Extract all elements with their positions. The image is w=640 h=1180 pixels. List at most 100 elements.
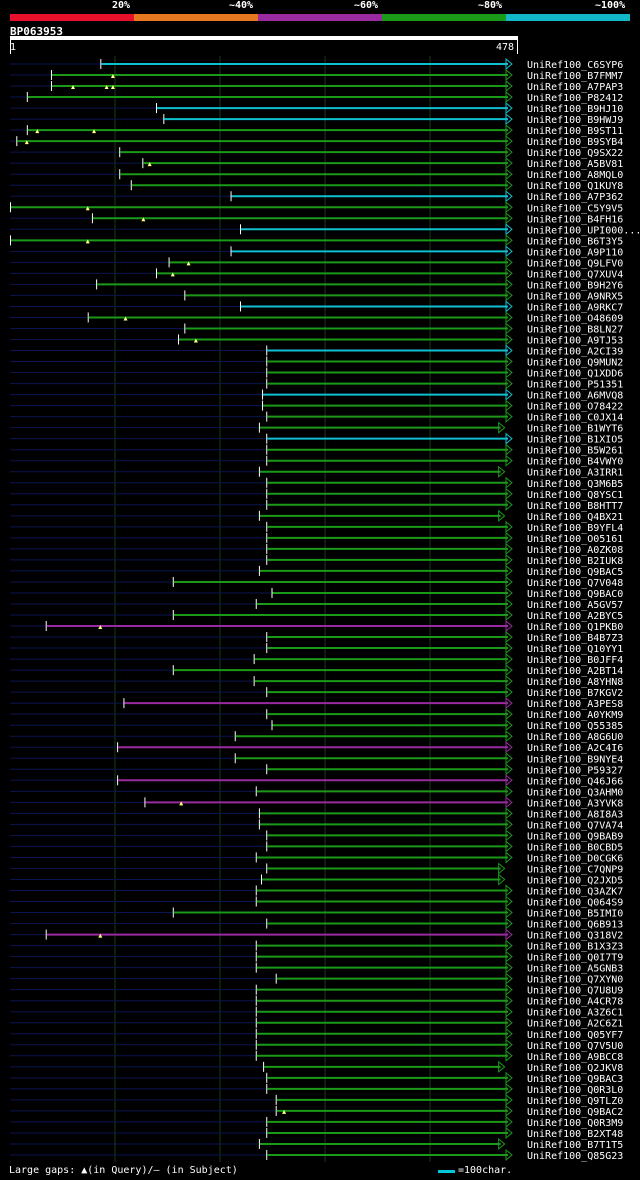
hit-label[interactable]: UniRef100_B7T1T5 xyxy=(527,1140,623,1151)
hit-label[interactable]: UniRef100_A0YKM9 xyxy=(527,710,623,721)
hit-label[interactable]: UniRef100_Q10YY1 xyxy=(527,644,623,655)
hit-label[interactable]: UniRef100_B8HTT7 xyxy=(527,501,623,512)
hit-label[interactable]: UniRef100_A2C4I6 xyxy=(527,743,623,754)
hit-label[interactable]: UniRef100_P59327 xyxy=(527,765,623,776)
hit-label[interactable]: UniRef100_Q7XUV4 xyxy=(527,269,623,280)
hit-label[interactable]: UniRef100_A5BV81 xyxy=(527,159,623,170)
hit-label[interactable]: UniRef100_C5Y9V5 xyxy=(527,203,623,214)
hit-label[interactable]: UniRef100_A9NRX5 xyxy=(527,291,623,302)
hit-label[interactable]: UniRef100_B4B7Z3 xyxy=(527,633,623,644)
hit-label[interactable]: UniRef100_Q3M6B5 xyxy=(527,479,623,490)
hit-label[interactable]: UniRef100_UPI000... xyxy=(527,225,640,236)
hit-label[interactable]: UniRef100_A2CI39 xyxy=(527,347,623,358)
hit-label[interactable]: UniRef100_O48609 xyxy=(527,313,623,324)
hit-label[interactable]: UniRef100_C7QNP9 xyxy=(527,864,623,875)
hit-label[interactable]: UniRef100_Q9MUN2 xyxy=(527,358,623,369)
hit-label[interactable]: UniRef100_C0JX14 xyxy=(527,413,623,424)
hit-label[interactable]: UniRef100_Q2JKV8 xyxy=(527,1063,623,1074)
hit-label[interactable]: UniRef100_B2XT48 xyxy=(527,1129,623,1140)
hit-label[interactable]: UniRef100_A3PES8 xyxy=(527,699,623,710)
hit-label[interactable]: UniRef100_Q1PKB0 xyxy=(527,622,623,633)
hit-label[interactable]: UniRef100_Q7V048 xyxy=(527,578,623,589)
hit-label[interactable]: UniRef100_B4VWY0 xyxy=(527,457,623,468)
hit-label[interactable]: UniRef100_Q064S9 xyxy=(527,898,623,909)
hit-label[interactable]: UniRef100_C6SYP6 xyxy=(527,60,623,71)
hit-label[interactable]: UniRef100_B5W261 xyxy=(527,446,623,457)
hit-label[interactable]: UniRef100_A0ZK08 xyxy=(527,545,623,556)
hit-label[interactable]: UniRef100_B7FMM7 xyxy=(527,71,623,82)
hit-label[interactable]: UniRef100_Q0R3M9 xyxy=(527,1118,623,1129)
hit-label[interactable]: UniRef100_D0CGK6 xyxy=(527,853,623,864)
hit-label[interactable]: UniRef100_Q7VA74 xyxy=(527,820,623,831)
hit-label[interactable]: UniRef100_Q6B913 xyxy=(527,920,623,931)
hit-label[interactable]: UniRef100_A9BCC8 xyxy=(527,1052,623,1063)
hit-label[interactable]: UniRef100_Q2JXD5 xyxy=(527,875,623,886)
hit-label[interactable]: UniRef100_Q9BAC2 xyxy=(527,1107,623,1118)
hit-label[interactable]: UniRef100_B9HWJ9 xyxy=(527,115,623,126)
hit-label[interactable]: UniRef100_A8YHN8 xyxy=(527,677,623,688)
hit-label[interactable]: UniRef100_P82412 xyxy=(527,93,623,104)
hit-label[interactable]: UniRef100_Q8YSC1 xyxy=(527,490,623,501)
hit-label[interactable]: UniRef100_Q3AHM0 xyxy=(527,787,623,798)
hit-label[interactable]: UniRef100_Q0I7T9 xyxy=(527,953,623,964)
hit-label[interactable]: UniRef100_A7PAP3 xyxy=(527,82,623,93)
hit-label[interactable]: UniRef100_O05161 xyxy=(527,534,623,545)
hit-label[interactable]: UniRef100_Q9BAC0 xyxy=(527,589,623,600)
hit-label[interactable]: UniRef100_B5IMI0 xyxy=(527,909,623,920)
hit-label[interactable]: UniRef100_Q0R3L0 xyxy=(527,1085,623,1096)
hit-label[interactable]: UniRef100_B1WYT6 xyxy=(527,424,623,435)
hit-label[interactable]: UniRef100_B9NYE4 xyxy=(527,754,623,765)
hit-label[interactable]: UniRef100_A9TJ53 xyxy=(527,336,623,347)
hit-label[interactable]: UniRef100_Q46J66 xyxy=(527,776,623,787)
hit-label[interactable]: UniRef100_B0CBD5 xyxy=(527,842,623,853)
hit-label[interactable]: UniRef100_Q9BAB9 xyxy=(527,831,623,842)
hit-label[interactable]: UniRef100_B9HJ10 xyxy=(527,104,623,115)
hit-label[interactable]: UniRef100_Q7U8U9 xyxy=(527,986,623,997)
hit-label[interactable]: UniRef100_Q9TLZ0 xyxy=(527,1096,623,1107)
hit-label[interactable]: UniRef100_Q9BAC3 xyxy=(527,1074,623,1085)
hit-label[interactable]: UniRef100_Q7XYN0 xyxy=(527,975,623,986)
hit-label[interactable]: UniRef100_Q9LFV0 xyxy=(527,258,623,269)
hit-label[interactable]: UniRef100_Q7V5U0 xyxy=(527,1041,623,1052)
hit-label[interactable]: UniRef100_Q318V2 xyxy=(527,931,623,942)
hit-label[interactable]: UniRef100_A9RKC7 xyxy=(527,302,623,313)
hit-label[interactable]: UniRef100_A3IRR1 xyxy=(527,468,623,479)
hit-label[interactable]: UniRef100_A3YVK8 xyxy=(527,798,623,809)
hit-label[interactable]: UniRef100_A3Z6C1 xyxy=(527,1008,623,1019)
hit-label[interactable]: UniRef100_Q1XDD6 xyxy=(527,369,623,380)
hit-label[interactable]: UniRef100_Q4BX21 xyxy=(527,512,623,523)
hit-label[interactable]: UniRef100_B9ST11 xyxy=(527,126,623,137)
hit-label[interactable]: UniRef100_Q9BAC5 xyxy=(527,567,623,578)
hit-label[interactable]: UniRef100_B9YFL4 xyxy=(527,523,623,534)
hit-label[interactable]: UniRef100_A9P110 xyxy=(527,247,623,258)
hit-label[interactable]: UniRef100_A5GV57 xyxy=(527,600,623,611)
hit-label[interactable]: UniRef100_B6T3Y5 xyxy=(527,236,623,247)
hit-label[interactable]: UniRef100_A8I8A3 xyxy=(527,809,623,820)
hit-label[interactable]: UniRef100_A5GNB3 xyxy=(527,964,623,975)
hit-label[interactable]: UniRef100_A2C6Z1 xyxy=(527,1019,623,1030)
hit-label[interactable]: UniRef100_B4FH16 xyxy=(527,214,623,225)
hit-label[interactable]: UniRef100_A7P362 xyxy=(527,192,623,203)
hit-label[interactable]: UniRef100_B0JFF4 xyxy=(527,655,623,666)
hit-label[interactable]: UniRef100_Q85G23 xyxy=(527,1151,623,1162)
hit-label[interactable]: UniRef100_A2BT14 xyxy=(527,666,623,677)
hit-label[interactable]: UniRef100_Q9SX22 xyxy=(527,148,623,159)
hit-label[interactable]: UniRef100_O78422 xyxy=(527,402,623,413)
hit-label[interactable]: UniRef100_A8MQL0 xyxy=(527,170,623,181)
hit-label[interactable]: UniRef100_Q3AZK7 xyxy=(527,887,623,898)
hit-label[interactable]: UniRef100_Q05YF7 xyxy=(527,1030,623,1041)
hit-label[interactable]: UniRef100_B8LN27 xyxy=(527,324,623,335)
hit-label[interactable]: UniRef100_B1XIO5 xyxy=(527,435,623,446)
hit-label[interactable]: UniRef100_B1X3Z3 xyxy=(527,942,623,953)
hit-label[interactable]: UniRef100_B9H2Y6 xyxy=(527,280,623,291)
hit-label[interactable]: UniRef100_Q55385 xyxy=(527,721,623,732)
hit-label[interactable]: UniRef100_B9SYB4 xyxy=(527,137,623,148)
hit-label[interactable]: UniRef100_A6MVQ8 xyxy=(527,391,623,402)
hit-label[interactable]: UniRef100_B2IUK8 xyxy=(527,556,623,567)
hit-label[interactable]: UniRef100_A2BYC5 xyxy=(527,611,623,622)
hit-label[interactable]: UniRef100_Q1KUY8 xyxy=(527,181,623,192)
hit-label[interactable]: UniRef100_A4CR78 xyxy=(527,997,623,1008)
hit-label[interactable]: UniRef100_B7KGV2 xyxy=(527,688,623,699)
hit-label[interactable]: UniRef100_A8G6U0 xyxy=(527,732,623,743)
hit-label[interactable]: UniRef100_P51351 xyxy=(527,380,623,391)
